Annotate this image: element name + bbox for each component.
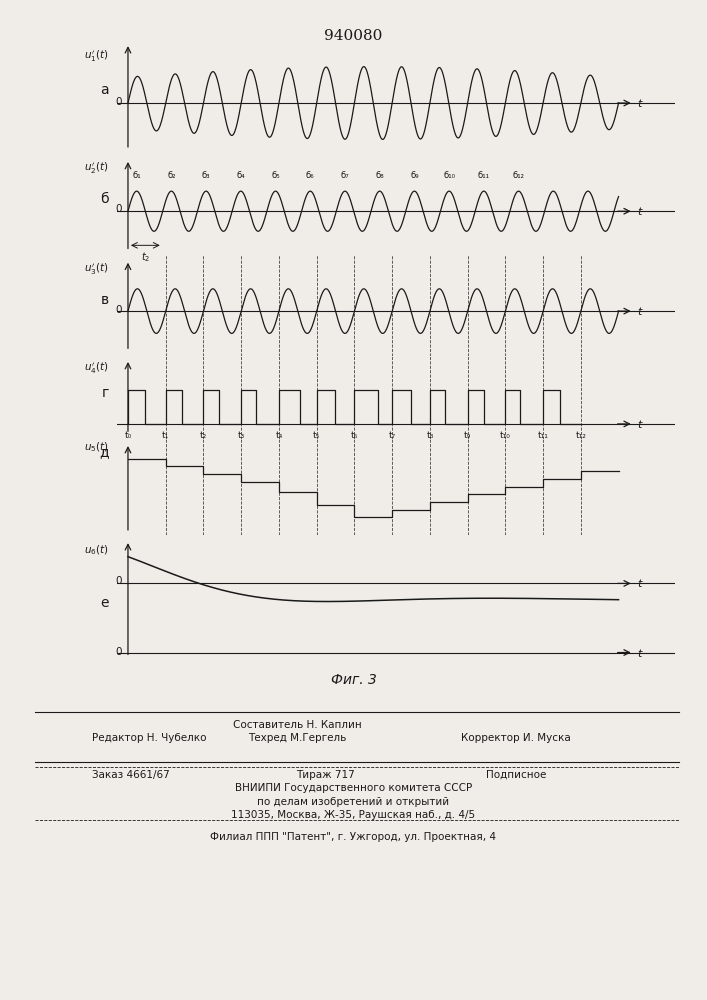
Text: г: г: [102, 386, 109, 400]
Text: Техред М.Гергель: Техред М.Гергель: [247, 733, 346, 743]
Text: t₁₀: t₁₀: [500, 431, 510, 440]
Text: ВНИИПИ Государственного комитета СССР: ВНИИПИ Государственного комитета СССР: [235, 783, 472, 793]
Text: Редактор Н. Чубелко: Редактор Н. Чубелко: [92, 733, 206, 743]
Text: t₆: t₆: [351, 431, 358, 440]
Text: по делам изобретений и открытий: по делам изобретений и открытий: [257, 797, 450, 807]
Text: б₁₀: б₁₀: [443, 171, 455, 180]
Text: t₈: t₈: [426, 431, 433, 440]
Text: t₅: t₅: [313, 431, 320, 440]
Text: $t$: $t$: [638, 418, 644, 430]
Text: б₈: б₈: [375, 171, 384, 180]
Text: 0: 0: [116, 204, 122, 214]
Text: е: е: [100, 596, 109, 610]
Text: б₁: б₁: [132, 171, 141, 180]
Text: Подписное: Подписное: [486, 770, 547, 780]
Text: Филиал ППП "Патент", г. Ужгород, ул. Проектная, 4: Филиал ППП "Патент", г. Ужгород, ул. Про…: [211, 832, 496, 842]
Text: $u_2'(t)$: $u_2'(t)$: [84, 161, 109, 176]
Text: $t$: $t$: [638, 305, 644, 317]
Text: t₉: t₉: [464, 431, 472, 440]
Text: t₁: t₁: [162, 431, 170, 440]
Text: 0: 0: [116, 97, 122, 107]
Text: б: б: [100, 192, 109, 206]
Text: б₁₂: б₁₂: [513, 171, 525, 180]
Text: $t_2$: $t_2$: [141, 250, 150, 264]
Text: t₃: t₃: [238, 431, 245, 440]
Text: $u_3'(t)$: $u_3'(t)$: [84, 262, 109, 277]
Text: $t$: $t$: [638, 97, 644, 109]
Text: t₁₂: t₁₂: [575, 431, 586, 440]
Text: t₄: t₄: [275, 431, 283, 440]
Text: $u_4'(t)$: $u_4'(t)$: [84, 361, 109, 376]
Text: $u_1'(t)$: $u_1'(t)$: [84, 48, 109, 64]
Text: Корректор И. Муска: Корректор И. Муска: [461, 733, 571, 743]
Text: Фиг. 3: Фиг. 3: [331, 673, 376, 687]
Text: б₄: б₄: [236, 171, 245, 180]
Text: $t$: $t$: [638, 205, 644, 217]
Text: 940080: 940080: [325, 29, 382, 43]
Text: д: д: [100, 445, 109, 459]
Text: $u_5(t)$: $u_5(t)$: [84, 441, 109, 454]
Text: в: в: [101, 293, 109, 307]
Text: 0: 0: [116, 305, 122, 315]
Text: t₁₁: t₁₁: [537, 431, 549, 440]
Text: $u_6(t)$: $u_6(t)$: [84, 543, 109, 557]
Text: б₃: б₃: [201, 171, 211, 180]
Text: $t$: $t$: [638, 577, 644, 589]
Text: б₁₁: б₁₁: [478, 171, 490, 180]
Text: б₇: б₇: [341, 171, 349, 180]
Text: б₉: б₉: [410, 171, 419, 180]
Text: Заказ 4661/67: Заказ 4661/67: [92, 770, 170, 780]
Text: Составитель Н. Каплин: Составитель Н. Каплин: [233, 720, 361, 730]
Text: 113035, Москва, Ж-35, Раушская наб., д. 4/5: 113035, Москва, Ж-35, Раушская наб., д. …: [231, 810, 476, 820]
Text: 0: 0: [116, 576, 122, 586]
Text: б₅: б₅: [271, 171, 280, 180]
Text: t₂: t₂: [200, 431, 207, 440]
Text: б₂: б₂: [167, 171, 175, 180]
Text: t₀: t₀: [124, 431, 132, 440]
Text: a: a: [100, 83, 109, 97]
Text: б₆: б₆: [306, 171, 315, 180]
Text: t₇: t₇: [389, 431, 396, 440]
Text: $t$: $t$: [638, 647, 644, 659]
Text: 0: 0: [116, 647, 122, 657]
Text: Тираж 717: Тираж 717: [296, 770, 355, 780]
